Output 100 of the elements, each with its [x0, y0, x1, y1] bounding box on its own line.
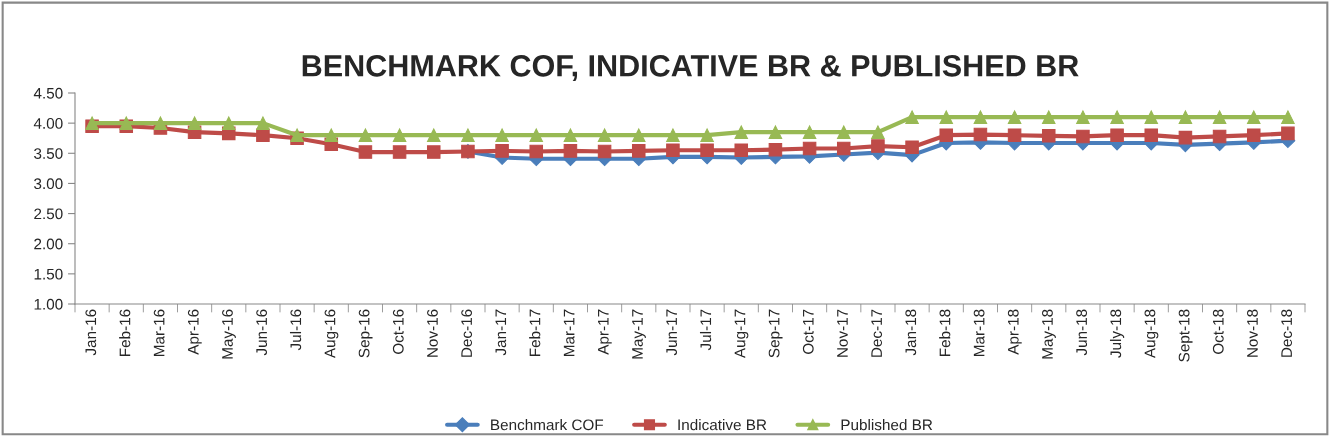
point	[802, 141, 817, 156]
point	[426, 128, 441, 142]
point	[1110, 128, 1124, 142]
x-tick-label: May-17	[632, 309, 646, 359]
point	[871, 125, 885, 139]
point	[1178, 110, 1193, 124]
point	[1007, 110, 1022, 124]
point	[256, 116, 270, 130]
point	[426, 145, 441, 159]
x-tick-label: Aug-18	[1144, 309, 1159, 359]
x-tick-label: Aug-16	[324, 309, 339, 359]
point	[631, 128, 646, 142]
point	[871, 139, 885, 153]
y-tick-label: 3.50	[34, 148, 63, 159]
point	[495, 128, 509, 142]
point	[153, 116, 168, 130]
point	[358, 145, 373, 159]
y-tick-label: 2.50	[34, 208, 63, 220]
y-tick-label: 2.00	[34, 238, 63, 250]
x-tick-label: May-16	[222, 309, 236, 359]
point	[700, 128, 714, 142]
x-tick-label: Nov-17	[837, 309, 848, 357]
point	[392, 128, 407, 142]
point	[529, 128, 544, 142]
y-tick-label: 1.50	[34, 268, 63, 280]
x-tick-label: Mar-18	[973, 309, 985, 356]
x-tick-label: May-18	[1042, 309, 1056, 359]
x-tick-label: Jul-16	[289, 309, 302, 351]
x-tick-label: Feb-18	[939, 309, 951, 357]
point	[1178, 130, 1193, 145]
point	[597, 144, 612, 159]
y-tick-label: 3.00	[34, 178, 63, 190]
point	[358, 128, 373, 142]
point	[1076, 129, 1090, 144]
point	[734, 125, 749, 139]
y-tick-label: 4.50	[33, 87, 63, 99]
point	[973, 110, 988, 124]
point	[1076, 110, 1090, 124]
x-tick-label: Jun-18	[1076, 309, 1088, 356]
point	[1144, 110, 1159, 124]
point	[802, 125, 817, 139]
point	[461, 128, 475, 142]
x-tick-label: Jun-16	[256, 309, 268, 356]
x-tick-label: Sep-17	[768, 309, 783, 358]
x-tick-label: Feb-16	[119, 309, 131, 357]
point	[905, 110, 919, 124]
legend-label: Indicative BR	[678, 419, 767, 431]
point	[700, 143, 714, 158]
point	[597, 128, 612, 142]
x-tick-label: Oct-16	[392, 309, 404, 354]
point	[1110, 110, 1124, 124]
point	[563, 144, 578, 158]
x-tick-label: Apr-18	[1007, 309, 1022, 355]
point	[905, 140, 919, 155]
x-tick-label: Jan-16	[85, 309, 97, 356]
chart-title: BENCHMARK COF, INDICATIVE BR & PUBLISHED BR	[302, 55, 1079, 82]
point	[1144, 128, 1159, 142]
x-tick-label: Aug-17	[734, 309, 749, 359]
legend-label: Benchmark COF	[491, 419, 604, 431]
point	[1212, 129, 1227, 144]
point	[666, 128, 680, 142]
x-tick-label: Dec-16	[461, 309, 473, 357]
point	[1281, 126, 1295, 141]
x-tick-label: Dec-17	[871, 309, 883, 357]
legend-label: Published BR	[841, 419, 933, 431]
point	[631, 144, 646, 158]
point	[256, 128, 270, 142]
x-tick-label: Sep-16	[358, 309, 373, 358]
x-tick-label: Apr-16	[187, 309, 202, 355]
point	[495, 144, 509, 158]
point	[939, 128, 954, 142]
x-tick-label: Jun-17	[666, 309, 678, 356]
point	[768, 142, 783, 157]
y-tick-label: 1.00	[34, 298, 63, 310]
x-tick-label: Apr-17	[598, 309, 612, 355]
x-tick-label: Oct-17	[802, 309, 814, 354]
point	[768, 125, 783, 139]
x-tick-label: July-18	[1109, 309, 1125, 358]
point	[1007, 128, 1022, 142]
point	[973, 127, 988, 142]
point	[221, 116, 236, 130]
point	[666, 143, 680, 158]
point	[324, 128, 339, 142]
x-tick-label: Jan-17	[495, 309, 507, 356]
point	[1246, 110, 1261, 124]
x-tick-label: Oct-18	[1212, 309, 1224, 354]
x-tick-label: Jul-17	[699, 309, 712, 351]
x-tick-label: Nov-16	[427, 309, 438, 357]
point	[1041, 129, 1056, 143]
point	[1246, 128, 1261, 142]
point	[392, 145, 407, 159]
x-tick-label: Nov-18	[1247, 309, 1258, 357]
point	[734, 143, 749, 158]
point	[1212, 110, 1227, 124]
x-tick-label: Mar-17	[563, 309, 575, 356]
point	[836, 141, 851, 156]
point	[187, 116, 202, 130]
x-tick-label: Mar-16	[153, 309, 165, 356]
point	[1041, 110, 1056, 124]
point	[939, 110, 954, 124]
